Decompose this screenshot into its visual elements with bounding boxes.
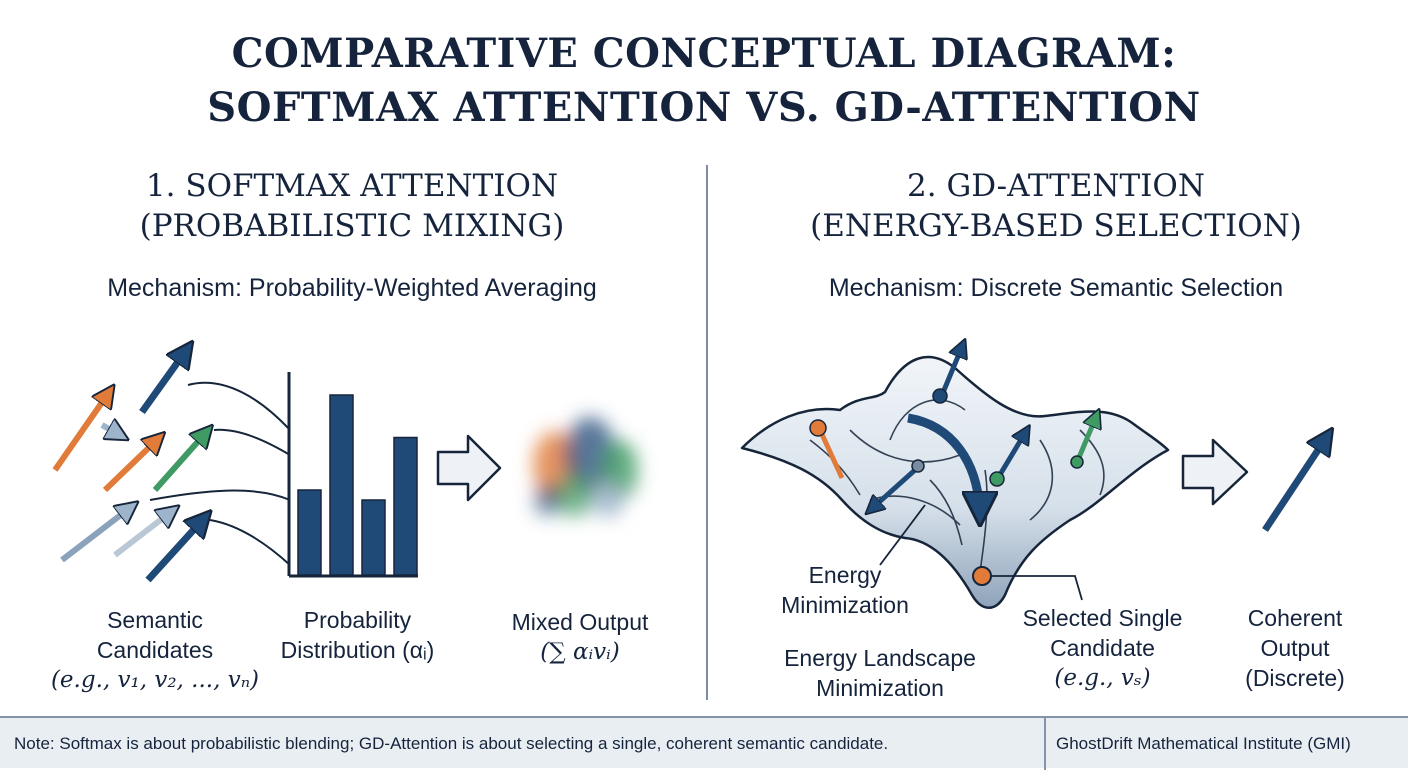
funnel-lines	[149, 381, 291, 566]
energy-landscape-label: Energy Landscape Minimization	[784, 645, 976, 701]
mixed-output-blur	[533, 417, 638, 518]
candidate-vector	[1075, 412, 1098, 461]
transition-arrow	[436, 434, 502, 502]
softmax-heading-line-2: (PROBABILISTIC MIXING)	[139, 208, 565, 244]
transition-arrow	[1181, 438, 1249, 506]
gd-mechanism: Mechanism: Discrete Semantic Selection	[828, 274, 1284, 302]
section-divider	[706, 165, 708, 700]
semantic-candidates-label: Semantic Candidates (e.g., v₁, v₂, ..., …	[50, 607, 260, 693]
candidate-point	[1070, 455, 1084, 469]
candidate-vector	[52, 388, 112, 472]
selected-leader	[992, 575, 1083, 601]
candidate-vector	[817, 428, 845, 480]
candidate-vector	[995, 428, 1028, 480]
probability-bar	[361, 499, 386, 576]
energy-min-leader	[879, 504, 926, 566]
gd-heading-line-1: 2. GD-ATTENTION	[907, 168, 1205, 204]
gradient-arrow-origin	[911, 459, 925, 473]
candidate-vector	[100, 425, 125, 438]
probability-bars	[297, 394, 418, 576]
gd-heading-line-2: (ENERGY-BASED SELECTION)	[810, 208, 1302, 244]
semantic-candidate-vectors	[52, 345, 210, 583]
gradient-arrow	[868, 468, 917, 512]
energy-minimization-label: Energy Minimization	[781, 562, 909, 618]
candidate-vector	[145, 514, 208, 583]
probability-bar	[329, 394, 354, 576]
main-title-line-1: COMPARATIVE CONCEPTUAL DIAGRAM:	[231, 30, 1177, 77]
coherent-output-arrow	[1262, 432, 1330, 532]
probability-distribution-label: Probability Distribution (αᵢ)	[280, 607, 435, 663]
candidate-point	[989, 471, 1005, 487]
selected-candidate-label: Selected Single Candidate (e.g., vₛ)	[1022, 605, 1183, 691]
candidate-vector	[60, 504, 135, 563]
candidate-vector	[102, 435, 162, 493]
footer-separator	[1044, 718, 1046, 770]
footer-bar: Note: Softmax is about probabilistic ble…	[0, 716, 1408, 770]
probability-bar	[297, 489, 322, 576]
softmax-mechanism: Mechanism: Probability-Weighted Averagin…	[107, 274, 597, 302]
diagram-graphics	[52, 0, 1408, 609]
candidate-vector	[939, 342, 964, 396]
coherent-output-label: Coherent Output (Discrete)	[1245, 605, 1345, 691]
mixed-output-label: Mixed Output (∑ αᵢvᵢ)	[511, 609, 649, 665]
candidate-point	[809, 419, 827, 437]
candidate-vector	[113, 508, 176, 558]
energy-landscape	[740, 355, 1170, 609]
footer-note: Note: Softmax is about probabilistic ble…	[14, 734, 889, 753]
candidate-vector	[139, 345, 190, 415]
candidate-vector	[152, 428, 210, 492]
selected-candidate-dot	[972, 566, 992, 586]
probability-bar	[393, 436, 418, 576]
softmax-heading-line-1: 1. SOFTMAX ATTENTION	[145, 168, 559, 204]
footer-organization: GhostDrift Mathematical Institute (GMI)	[1056, 734, 1351, 753]
candidate-point	[932, 388, 948, 404]
descent-arrow	[907, 413, 980, 520]
main-title-line-2: SOFTMAX ATTENTION VS. GD-ATTENTION	[207, 84, 1201, 131]
